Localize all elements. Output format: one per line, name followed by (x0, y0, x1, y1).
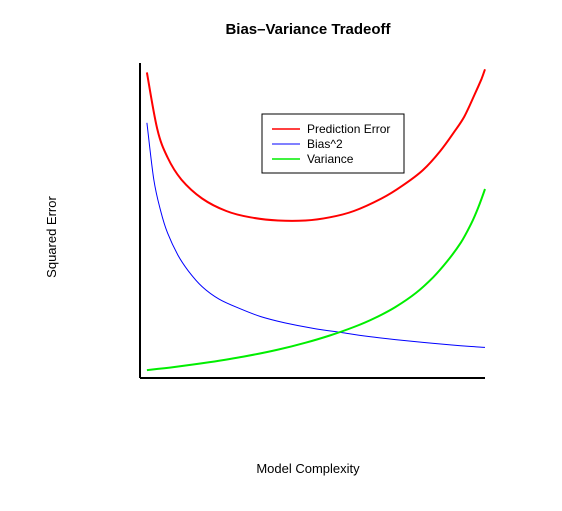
series-line-prediction-error (145, 68, 486, 222)
x-axis-label: Model Complexity (256, 461, 360, 476)
legend-label: Bias^2 (307, 137, 343, 151)
y-axis-label: Squared Error (44, 196, 59, 278)
legend-label: Prediction Error (307, 122, 390, 136)
plot-area (145, 68, 486, 372)
chart-title: Bias–Variance Tradeoff (225, 21, 391, 38)
legend-label: Variance (307, 152, 354, 166)
series-line-bias-2 (146, 122, 486, 348)
series-line-variance (146, 188, 486, 372)
